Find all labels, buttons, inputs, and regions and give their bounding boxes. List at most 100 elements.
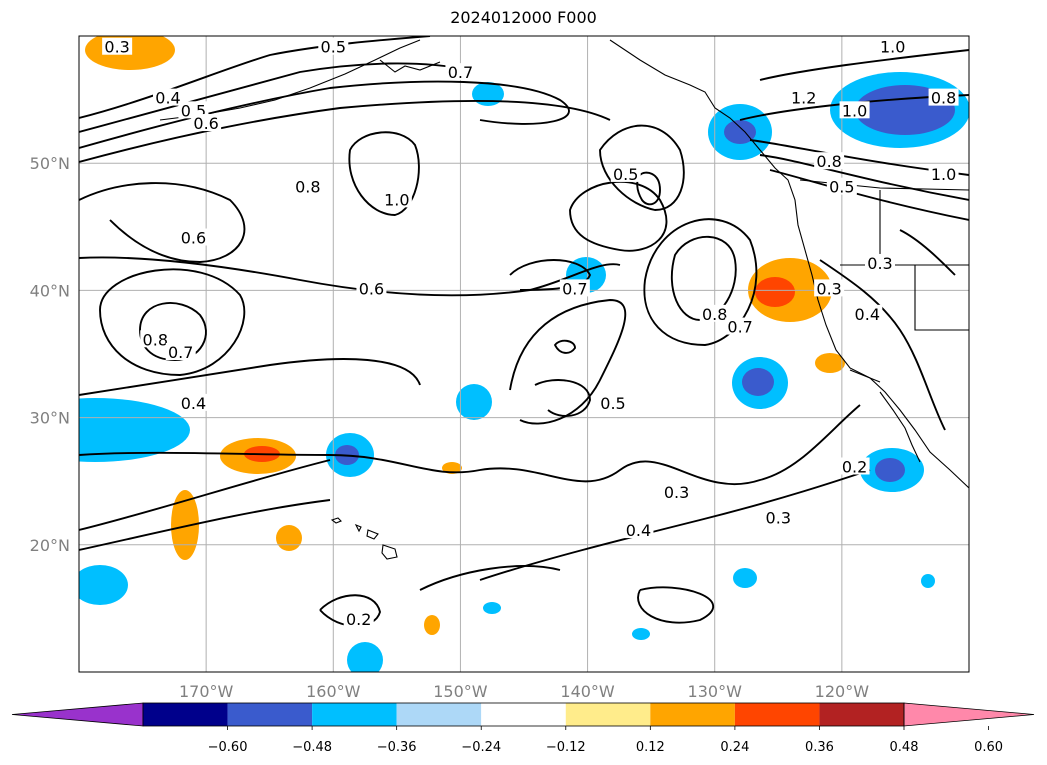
contour-label: 0.4 — [855, 305, 880, 324]
colorbar-tick-label: 0.48 — [890, 740, 919, 755]
longitude-tick-label: 140°W — [560, 682, 615, 701]
contour-label-bg — [165, 343, 196, 360]
contour-label-bg — [865, 253, 895, 271]
colorbar-segment — [481, 703, 566, 726]
positive-patch — [171, 490, 199, 560]
colorbar-segment — [565, 703, 651, 726]
contour-label: 0.8 — [816, 152, 841, 171]
colorbar-tick-label: −0.36 — [377, 740, 417, 755]
colorbar-tick-label: −0.48 — [292, 740, 332, 755]
longitude-tick-label: 130°W — [688, 682, 743, 701]
contour-line — [99, 268, 246, 376]
contour-line — [636, 171, 661, 206]
longitude-tick-label: 150°W — [433, 682, 488, 701]
contour-line — [79, 100, 611, 163]
contour-line — [319, 594, 381, 627]
colorbar-tick-label: −0.60 — [208, 740, 248, 755]
contour-label-bg — [178, 393, 209, 411]
positive-patch — [442, 462, 462, 474]
contour-label: 0.7 — [168, 343, 193, 362]
contour-label-bg — [318, 37, 349, 55]
contour-label-bg — [356, 279, 387, 297]
contour-label-bg — [839, 101, 870, 119]
contour-line — [899, 229, 956, 276]
north-america-coast — [609, 39, 969, 489]
longitude-tick-label: 170°W — [179, 682, 234, 701]
contour-line — [79, 36, 431, 119]
latitude-tick-label: 50°N — [30, 154, 70, 173]
baja-coast — [879, 391, 921, 463]
hawaii-islands — [330, 517, 398, 560]
negative-patch — [347, 642, 383, 672]
contour-line — [509, 299, 627, 425]
contour-label-bg — [661, 482, 692, 500]
contour-label-bg — [191, 114, 222, 132]
contour-label-bg — [610, 164, 641, 182]
contour-line — [759, 49, 969, 81]
contour-label: 0.5 — [829, 178, 854, 197]
contour-label: 0.3 — [816, 279, 841, 298]
colorbar-segment — [734, 703, 820, 726]
colorbar-extend-low — [11, 702, 144, 727]
positive-patch — [755, 277, 795, 307]
contour-line — [139, 302, 207, 361]
us-mexico-border — [849, 369, 881, 383]
contour-line — [79, 404, 861, 486]
negative-patch — [79, 398, 190, 462]
contour-label-bg — [814, 279, 845, 297]
contour-label: 0.8 — [702, 305, 727, 324]
latitude-tick-label: 40°N — [30, 281, 70, 300]
longitude-tick-label: 160°W — [306, 682, 361, 701]
negative-patch — [632, 628, 650, 640]
contour-line — [79, 459, 331, 531]
contour-label: 0.6 — [193, 114, 218, 133]
contour-label-bg — [623, 521, 654, 539]
negative-patch — [742, 368, 774, 396]
colorbar-segment — [312, 703, 397, 726]
colorbar-tick-label: −0.24 — [461, 740, 501, 755]
contour-label-bg — [153, 88, 183, 106]
contour-lines — [79, 36, 969, 627]
contour-label: 0.5 — [321, 38, 346, 57]
colorbar-segment — [819, 703, 904, 726]
negative-patch — [456, 384, 492, 420]
contour-label: 0.5 — [613, 165, 638, 184]
contour-label-bg — [725, 317, 756, 335]
contour-label: 0.4 — [626, 521, 651, 540]
contour-label-bg — [928, 88, 959, 106]
contour-label-bg — [381, 190, 412, 208]
negative-patch — [724, 120, 756, 144]
contour-label-bg — [559, 279, 590, 297]
positive-patch — [424, 615, 440, 635]
colorbar-frame — [142, 702, 905, 727]
negative-patch — [472, 82, 504, 106]
contour-label-bg — [763, 508, 794, 526]
negative-patch — [79, 565, 128, 605]
contour-line — [479, 469, 871, 581]
colorbar-extend-high — [903, 702, 1035, 727]
contour-label: 0.2 — [842, 457, 867, 476]
state-border — [914, 265, 969, 331]
contour-label-bg — [343, 610, 374, 628]
colorbar-tick-label: 0.24 — [720, 740, 749, 755]
contour-label-bg — [877, 37, 908, 55]
contour-label: 1.0 — [842, 101, 867, 120]
contour-label: 0.3 — [664, 483, 689, 502]
longitude-labels: 170°W 160°W 150°W 140°W 130°W 120°W — [179, 682, 869, 701]
colorbar: −0.60 −0.48 −0.36 −0.24 −0.12 0.12 0.24 0.36 0.4… — [11, 702, 1035, 755]
contour-line — [79, 182, 246, 263]
contour-label-bg — [788, 88, 819, 106]
latitude-tick-label: 20°N — [30, 536, 70, 555]
contour-label: 0.3 — [104, 38, 129, 57]
contour-line — [419, 565, 561, 591]
colorbar-tick-label: −0.12 — [546, 740, 586, 755]
latitude-labels: 50°N 40°N 30°N 20°N — [30, 154, 70, 555]
contour-label: 0.2 — [346, 610, 371, 629]
contour-line — [79, 499, 331, 551]
map-area: 0.30.40.50.60.50.70.81.00.60.60.80.70.40… — [79, 36, 969, 672]
contour-label-bg — [598, 393, 628, 411]
contour-label: 0.7 — [562, 279, 587, 298]
contour-label: 0.8 — [931, 89, 956, 108]
positive-patch — [276, 525, 302, 551]
contour-label: 0.7 — [448, 63, 473, 82]
